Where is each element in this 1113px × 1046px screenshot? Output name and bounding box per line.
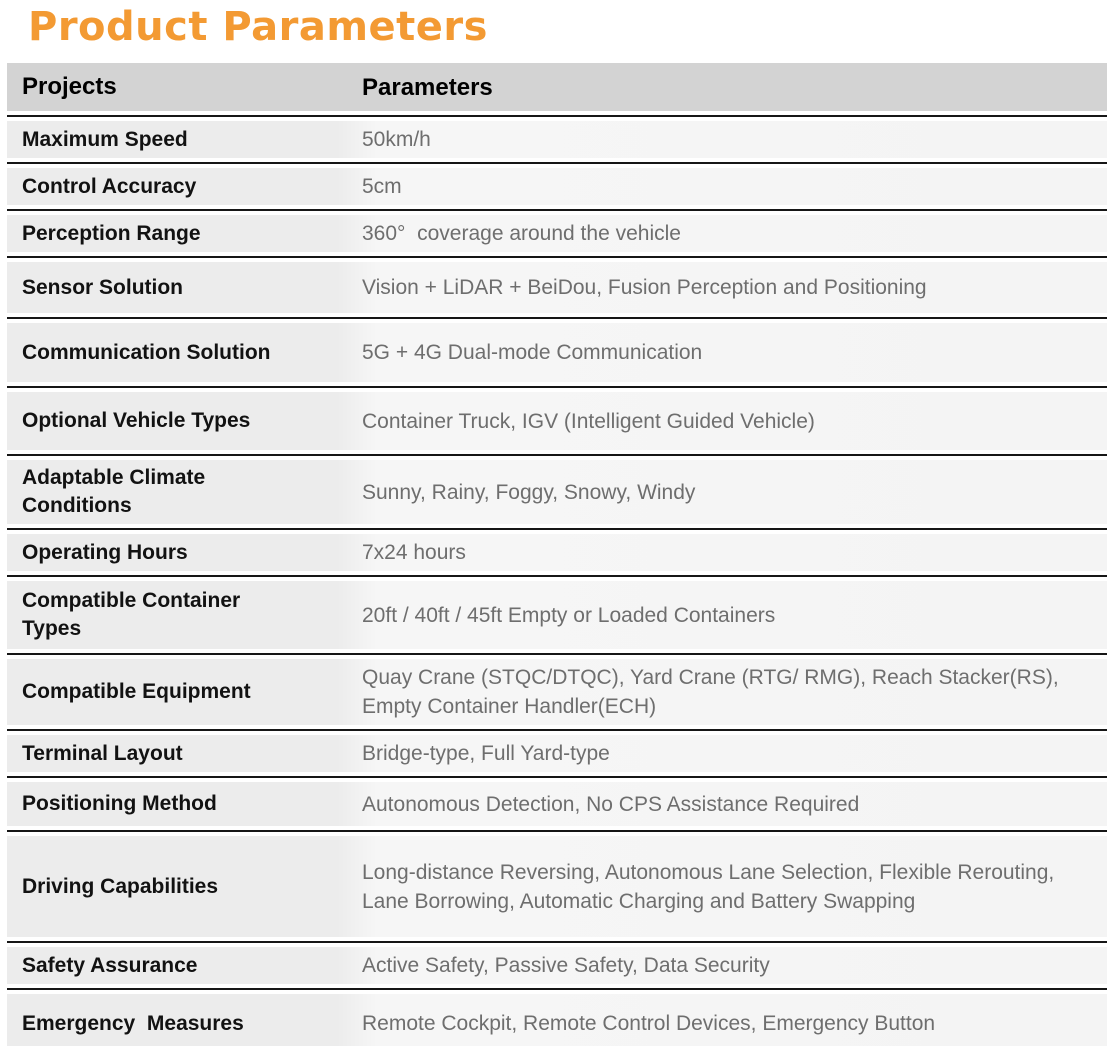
row-project: Optional Vehicle Types <box>22 409 251 432</box>
divider <box>7 115 1107 117</box>
row-parameter: Long-distance Reversing, Autonomous Lane… <box>362 860 1061 913</box>
row-project: Operating Hours <box>22 540 188 564</box>
row-parameter: Remote Cockpit, Remote Control Devices, … <box>362 1012 936 1035</box>
table-row: Driving Capabilities Long-distance Rever… <box>7 836 1107 937</box>
table-row: Positioning Method Autonomous Detection,… <box>7 782 1107 826</box>
page-title: Product Parameters <box>28 4 488 50</box>
table-row: Control Accuracy 5cm <box>7 168 1107 205</box>
row-parameter: Active Safety, Passive Safety, Data Secu… <box>362 954 770 977</box>
row-project: Perception Range <box>22 221 201 245</box>
row-project: Sensor Solution <box>22 275 184 299</box>
row-parameter: Vision + LiDAR + BeiDou, Fusion Percepti… <box>362 276 927 299</box>
table-row: Communication Solution 5G + 4G Dual-mode… <box>7 323 1107 382</box>
row-project: Maximum Speed <box>22 127 188 151</box>
row-parameter: 5cm <box>362 175 402 198</box>
row-project: Safety Assurance <box>22 953 198 977</box>
divider <box>7 528 1107 530</box>
row-parameter: Sunny, Rainy, Foggy, Snowy, Windy <box>362 480 696 504</box>
divider <box>7 162 1107 164</box>
table-row: Terminal Layout Bridge-type, Full Yard-t… <box>7 735 1107 772</box>
table-row: Safety Assurance Active Safety, Passive … <box>7 947 1107 984</box>
row-parameter: 50km/h <box>362 128 431 151</box>
parameters-table: Projects Parameters Maximum Speed 50km/h… <box>7 63 1107 1046</box>
row-parameter: 7x24 hours <box>362 541 466 564</box>
divider <box>7 830 1107 832</box>
table-row: Maximum Speed 50km/h <box>7 121 1107 158</box>
row-parameter: 20ft / 40ft / 45ft Empty or Loaded Conta… <box>362 603 776 627</box>
divider <box>7 729 1107 731</box>
divider <box>7 256 1107 258</box>
row-project: Emergency Measures <box>22 1011 244 1035</box>
row-parameter: Bridge-type, Full Yard-type <box>362 742 610 765</box>
row-project: Communication Solution <box>22 340 271 364</box>
row-project: Terminal Layout <box>22 741 183 765</box>
table-header-row: Projects Parameters <box>7 63 1107 111</box>
row-project: Compatible Equipment <box>22 680 251 703</box>
row-project: Adaptable Climate Conditions <box>22 466 212 517</box>
row-parameter: Container Truck, IGV (Intelligent Guided… <box>362 409 815 433</box>
row-project: Control Accuracy <box>22 174 197 198</box>
table-row: Compatible Container Types 20ft / 40ft /… <box>7 581 1107 649</box>
header-parameters: Parameters <box>362 73 493 101</box>
row-project: Compatible Container Types <box>22 589 247 640</box>
divider <box>7 575 1107 577</box>
table-row: Optional Vehicle Types Container Truck, … <box>7 392 1107 450</box>
divider <box>7 776 1107 778</box>
divider <box>7 454 1107 456</box>
table-row: Adaptable Climate Conditions Sunny, Rain… <box>7 460 1107 524</box>
header-projects: Projects <box>22 73 117 100</box>
divider <box>7 988 1107 990</box>
row-project: Driving Capabilities <box>22 874 219 898</box>
row-parameter: Quay Crane (STQC/DTQC), Yard Crane (RTG/… <box>362 666 1065 718</box>
divider <box>7 386 1107 388</box>
divider <box>7 317 1107 319</box>
divider <box>7 653 1107 655</box>
divider <box>7 941 1107 943</box>
row-parameter: 5G + 4G Dual-mode Communication <box>362 341 703 364</box>
table-row: Operating Hours 7x24 hours <box>7 534 1107 571</box>
row-parameter: Autonomous Detection, No CPS Assistance … <box>362 792 860 816</box>
table-row: Perception Range 360° coverage around th… <box>7 215 1107 252</box>
row-parameter: 360° coverage around the vehicle <box>362 222 681 245</box>
divider <box>7 209 1107 211</box>
row-project: Positioning Method <box>22 792 217 815</box>
table-row: Emergency Measures Remote Cockpit, Remot… <box>7 994 1107 1046</box>
table-row: Compatible Equipment Quay Crane (STQC/DT… <box>7 659 1107 725</box>
table-row: Sensor Solution Vision + LiDAR + BeiDou,… <box>7 262 1107 313</box>
